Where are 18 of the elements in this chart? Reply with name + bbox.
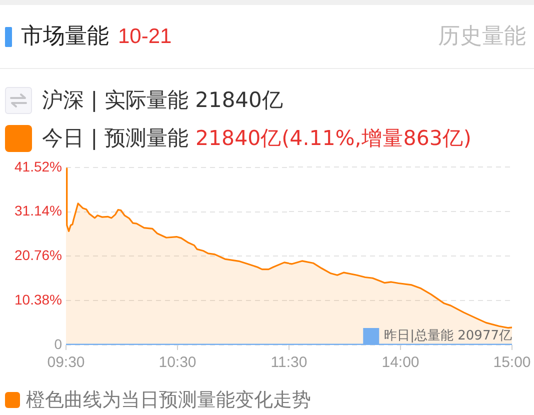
text: 橙色曲线为当日预测量能变化走势: [26, 388, 311, 413]
y-tick-label: 0: [54, 336, 62, 352]
y-tick-label: 41.52%: [14, 158, 62, 174]
legend-label: 昨日|总量能 20977亿: [384, 328, 512, 344]
y-tick-label: 10.38%: [14, 291, 62, 308]
x-tick-label: 14:00: [382, 354, 420, 372]
chart-subtitle: 10-21: [118, 25, 172, 48]
chart-title: 市场量能: [21, 24, 109, 49]
x-tick-label: 11:30: [270, 354, 308, 372]
y-tick-label: 20.76%: [14, 247, 62, 264]
text: 历史量能: [438, 23, 526, 51]
text: 21840亿(4.11%,增量863亿): [195, 125, 472, 152]
legend-label: 今日 | 预测量能: [42, 125, 188, 152]
x-tick-label: 15:00: [493, 354, 531, 372]
x-tick-label: 09:30: [47, 354, 85, 372]
y-tick-label: 31.14%: [14, 202, 62, 219]
x-tick-label: 10:30: [158, 354, 196, 372]
text: 沪深 | 实际量能 21840亿: [42, 87, 283, 114]
